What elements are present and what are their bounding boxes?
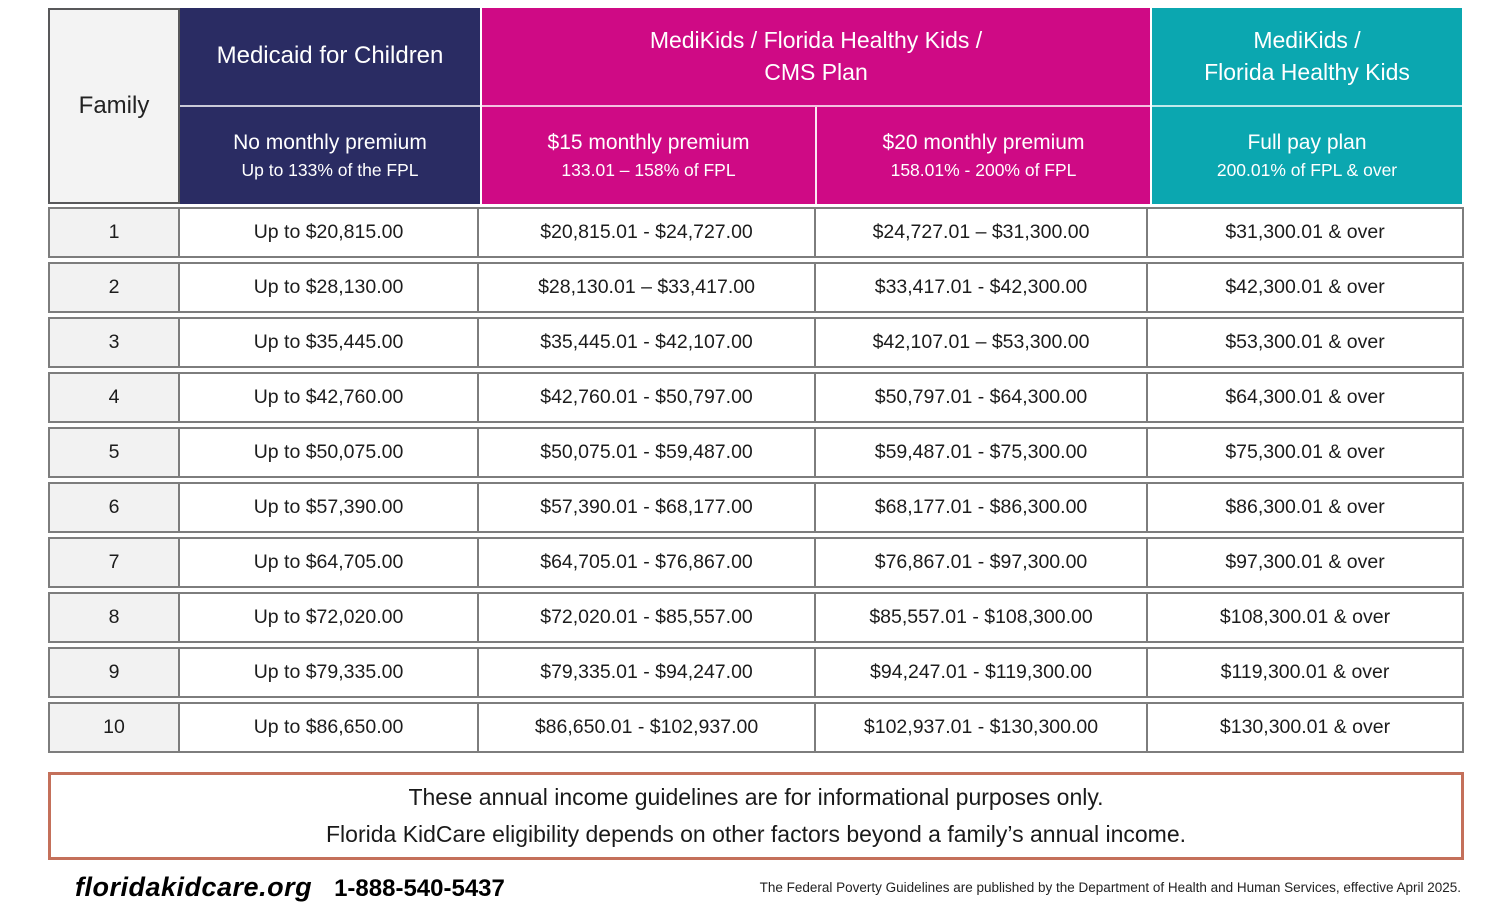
fullpay-range-cell: $86,300.01 & over xyxy=(1225,496,1385,518)
medikids-cms-title-line1: MediKids / Florida Healthy Kids / xyxy=(649,27,983,54)
fullpay-range-cell: $97,300.01 & over xyxy=(1225,551,1385,573)
fullpay-range-cell: $53,300.01 & over xyxy=(1225,331,1385,353)
premium20-range-cell: $102,937.01 - $130,300.00 xyxy=(816,704,1148,751)
family-size-cell: 8 xyxy=(50,594,180,641)
premium15-range-cell: $50,075.01 - $59,487.00 xyxy=(479,429,816,476)
medicaid-column-header: Medicaid for Children No monthly premium… xyxy=(180,8,480,204)
fullpay-subheader: Full pay plan 200.01% of FPL & over xyxy=(1152,105,1462,204)
income-table: Family Medicaid for Children No monthly … xyxy=(48,8,1464,757)
phone-number: 1-888-540-5437 xyxy=(334,875,505,902)
medicaid-cell: Up to $35,445.00 xyxy=(180,319,479,366)
medicaid-title-text: Medicaid for Children xyxy=(216,42,444,70)
family-size-cell: 3 xyxy=(50,319,180,366)
table-row: 2 Up to $28,130.00 $28,130.01 – $33,417.… xyxy=(48,262,1464,313)
table-row: 5 Up to $50,075.00 $50,075.01 - $59,487.… xyxy=(48,427,1464,478)
fullpay-title-line2: Florida Healthy Kids xyxy=(1204,58,1410,85)
table-row: 1 Up to $20,815.00 $20,815.01 - $24,727.… xyxy=(48,207,1464,258)
medicaid-subheader: No monthly premium Up to 133% of the FPL xyxy=(180,105,480,204)
fullpay-range-cell: $130,300.01 & over xyxy=(1219,716,1391,738)
fullpay-range-cell: $42,300.01 & over xyxy=(1225,276,1385,298)
medicaid-cell: Up to $28,130.00 xyxy=(180,264,479,311)
family-size-cell: 1 xyxy=(50,209,180,256)
medicaid-cell: Up to $20,815.00 xyxy=(180,209,479,256)
family-size-cell: 6 xyxy=(50,484,180,531)
premium15-range-cell: $20,815.01 - $24,727.00 xyxy=(479,209,816,256)
medicaid-cell: Up to $72,020.00 xyxy=(180,594,479,641)
premium15-range-cell: $42,760.01 - $50,797.00 xyxy=(479,374,816,421)
medicaid-cell: Up to $57,390.00 xyxy=(180,484,479,531)
premium20-range-cell: $33,417.01 - $42,300.00 xyxy=(816,264,1148,311)
premium15-range-cell: $35,445.01 - $42,107.00 xyxy=(479,319,816,366)
fullpay-range-cell: $31,300.01 & over xyxy=(1225,221,1385,243)
premium15-range-cell: $86,650.01 - $102,937.00 xyxy=(479,704,816,751)
premium20-cell: $20 monthly premium 158.01% - 200% of FP… xyxy=(815,107,1150,204)
table-row: 6 Up to $57,390.00 $57,390.01 - $68,177.… xyxy=(48,482,1464,533)
premium20-fpl-range: 158.01% - 200% of FPL xyxy=(890,160,1077,181)
medicaid-title: Medicaid for Children xyxy=(180,8,480,105)
premium20-line: $20 monthly premium xyxy=(882,130,1085,154)
family-column-header: Family xyxy=(48,8,180,204)
premium15-range-cell: $72,020.01 - $85,557.00 xyxy=(479,594,816,641)
medicaid-cell: Up to $86,650.00 xyxy=(180,704,479,751)
medicaid-cell: Up to $79,335.00 xyxy=(180,649,479,696)
fullpay-range-cell: $119,300.01 & over xyxy=(1220,661,1390,683)
table-body: 1 Up to $20,815.00 $20,815.01 - $24,727.… xyxy=(48,207,1464,753)
medicaid-cell: Up to $42,760.00 xyxy=(180,374,479,421)
premium20-range-cell: $85,557.01 - $108,300.00 xyxy=(816,594,1148,641)
medikids-cms-subheader: $15 monthly premium 133.01 – 158% of FPL… xyxy=(482,105,1150,204)
fullpay-plan-line: Full pay plan xyxy=(1247,130,1367,154)
footer-contact: floridakidcare.org 1-888-540-5437 xyxy=(75,872,505,903)
fullpay-plan-cell: Full pay plan 200.01% of FPL & over xyxy=(1152,107,1462,204)
medikids-cms-column-header: MediKids / Florida Healthy Kids / CMS Pl… xyxy=(480,8,1150,204)
premium20-range-cell: $50,797.01 - $64,300.00 xyxy=(816,374,1148,421)
premium20-range-cell: $24,727.01 – $31,300.00 xyxy=(816,209,1148,256)
premium15-cell: $15 monthly premium 133.01 – 158% of FPL xyxy=(482,107,815,204)
fullpay-title: MediKids / Florida Healthy Kids xyxy=(1152,8,1462,105)
fullpay-range-cell: $64,300.01 & over xyxy=(1225,386,1385,408)
medicaid-fpl-range: Up to 133% of the FPL xyxy=(241,160,419,181)
family-size-cell: 10 xyxy=(50,704,180,751)
medikids-cms-title: MediKids / Florida Healthy Kids / CMS Pl… xyxy=(482,8,1150,105)
premium20-range-cell: $68,177.01 - $86,300.00 xyxy=(816,484,1148,531)
disclaimer-box: These annual income guidelines are for i… xyxy=(48,772,1464,860)
table-row: 10 Up to $86,650.00 $86,650.01 - $102,93… xyxy=(48,702,1464,753)
premium20-range-cell: $94,247.01 - $119,300.00 xyxy=(816,649,1148,696)
premium20-range-cell: $76,867.01 - $97,300.00 xyxy=(816,539,1148,586)
table-row: 9 Up to $79,335.00 $79,335.01 - $94,247.… xyxy=(48,647,1464,698)
premium20-range-cell: $59,487.01 - $75,300.00 xyxy=(816,429,1148,476)
fullpay-title-line1: MediKids / xyxy=(1253,27,1361,54)
premium20-range-cell: $42,107.01 – $53,300.00 xyxy=(816,319,1148,366)
disclaimer-line2: Florida KidCare eligibility depends on o… xyxy=(326,821,1186,847)
family-size-cell: 5 xyxy=(50,429,180,476)
premium15-range-cell: $79,335.01 - $94,247.00 xyxy=(479,649,816,696)
fullpay-range-cell: $75,300.01 & over xyxy=(1225,441,1385,463)
family-size-cell: 9 xyxy=(50,649,180,696)
website-text: floridakidcare.org xyxy=(75,872,313,902)
medicaid-premium-cell: No monthly premium Up to 133% of the FPL xyxy=(180,107,480,204)
table-row: 3 Up to $35,445.00 $35,445.01 - $42,107.… xyxy=(48,317,1464,368)
fullpay-range-cell: $108,300.01 & over xyxy=(1219,606,1391,628)
family-size-cell: 4 xyxy=(50,374,180,421)
premium15-range-cell: $64,705.01 - $76,867.00 xyxy=(479,539,816,586)
medicaid-cell: Up to $50,075.00 xyxy=(180,429,479,476)
table-row: 8 Up to $72,020.00 $72,020.01 - $85,557.… xyxy=(48,592,1464,643)
fullpay-column-header: MediKids / Florida Healthy Kids Full pay… xyxy=(1150,8,1462,204)
premium15-range-cell: $28,130.01 – $33,417.00 xyxy=(479,264,816,311)
fpl-source-note: The Federal Poverty Guidelines are publi… xyxy=(759,880,1461,895)
fullpay-fpl-range: 200.01% of FPL & over xyxy=(1216,160,1398,181)
family-label: Family xyxy=(78,92,150,119)
medicaid-premium-line: No monthly premium xyxy=(233,130,427,154)
premium15-range-cell: $57,390.01 - $68,177.00 xyxy=(479,484,816,531)
table-row: 4 Up to $42,760.00 $42,760.01 - $50,797.… xyxy=(48,372,1464,423)
premium15-fpl-range: 133.01 – 158% of FPL xyxy=(561,160,736,181)
premium15-line: $15 monthly premium xyxy=(547,130,750,154)
medikids-cms-title-line2: CMS Plan xyxy=(764,58,868,85)
family-size-cell: 7 xyxy=(50,539,180,586)
family-size-cell: 2 xyxy=(50,264,180,311)
table-row: 7 Up to $64,705.00 $64,705.01 - $76,867.… xyxy=(48,537,1464,588)
table-header: Family Medicaid for Children No monthly … xyxy=(48,8,1464,204)
medicaid-cell: Up to $64,705.00 xyxy=(180,539,479,586)
disclaimer-line1: These annual income guidelines are for i… xyxy=(408,784,1104,811)
